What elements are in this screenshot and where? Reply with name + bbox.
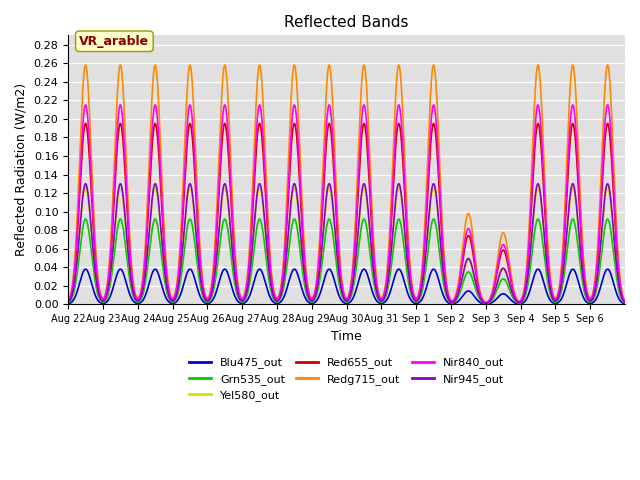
Nir840_out (380, 291, 388, 297)
Nir840_out (241, 294, 248, 300)
Nir840_out (614, 252, 621, 258)
Red655_out (64, 299, 72, 305)
Redg715_out (614, 242, 621, 248)
Blu475_out (482, 301, 490, 307)
Nir945_out (482, 300, 490, 306)
Line: Redg715_out: Redg715_out (68, 65, 625, 302)
Nir945_out (546, 286, 554, 292)
Yel580_out (621, 300, 629, 306)
Yel580_out (120, 205, 128, 211)
Nir945_out (82, 181, 90, 187)
Nir945_out (241, 297, 248, 302)
Redg715_out (64, 299, 72, 304)
Red655_out (82, 120, 90, 126)
Grn535_out (546, 291, 554, 297)
Yel580_out (82, 186, 90, 192)
Grn535_out (614, 280, 621, 286)
Blu475_out (120, 272, 128, 278)
Yel580_out (515, 300, 522, 306)
Red655_out (241, 295, 248, 300)
Blu475_out (546, 297, 554, 303)
Redg715_out (546, 271, 554, 277)
Red655_out (621, 299, 629, 305)
Nir840_out (546, 276, 554, 282)
Grn535_out (64, 300, 72, 306)
Yel580_out (241, 297, 248, 303)
Nir945_out (120, 202, 128, 207)
Line: Yel580_out: Yel580_out (68, 189, 625, 303)
Red655_out (482, 300, 490, 306)
Nir840_out (64, 299, 72, 305)
Redg715_out (120, 104, 128, 109)
Redg715_out (82, 62, 90, 68)
Blu475_out (380, 300, 388, 305)
Redg715_out (515, 298, 522, 304)
Blu475_out (64, 301, 72, 307)
Nir945_out (380, 295, 388, 301)
Grn535_out (120, 231, 128, 237)
Blu475_out (515, 301, 522, 307)
Nir840_out (120, 137, 128, 143)
Grn535_out (482, 301, 490, 307)
Redg715_out (621, 299, 629, 304)
Line: Nir945_out: Nir945_out (68, 184, 625, 303)
Nir945_out (515, 300, 522, 305)
Blu475_out (614, 293, 621, 299)
Nir840_out (482, 300, 490, 305)
Blu475_out (241, 300, 248, 306)
Y-axis label: Reflected Radiation (W/m2): Reflected Radiation (W/m2) (15, 84, 28, 256)
Nir840_out (82, 102, 90, 108)
Line: Grn535_out: Grn535_out (68, 219, 625, 304)
Red655_out (380, 292, 388, 298)
Grn535_out (241, 298, 248, 304)
Red655_out (515, 299, 522, 305)
Redg715_out (241, 292, 248, 298)
Nir840_out (621, 299, 629, 305)
Yel580_out (64, 300, 72, 306)
Title: Reflected Bands: Reflected Bands (284, 15, 409, 30)
Nir945_out (621, 300, 629, 306)
Nir945_out (64, 300, 72, 306)
Grn535_out (515, 300, 522, 306)
Nir840_out (515, 299, 522, 304)
Line: Red655_out: Red655_out (68, 123, 625, 303)
Yel580_out (546, 287, 554, 293)
Yel580_out (482, 300, 490, 306)
X-axis label: Time: Time (332, 330, 362, 343)
Line: Blu475_out: Blu475_out (68, 269, 625, 304)
Redg715_out (380, 289, 388, 295)
Grn535_out (380, 297, 388, 303)
Line: Nir840_out: Nir840_out (68, 105, 625, 302)
Blu475_out (621, 301, 629, 307)
Text: VR_arable: VR_arable (79, 35, 149, 48)
Red655_out (546, 279, 554, 285)
Red655_out (120, 152, 128, 158)
Legend: Blu475_out, Grn535_out, Yel580_out, Red655_out, Redg715_out, Nir840_out, Nir945_: Blu475_out, Grn535_out, Yel580_out, Red6… (184, 353, 509, 406)
Blu475_out (82, 266, 90, 272)
Grn535_out (621, 300, 629, 306)
Redg715_out (482, 300, 490, 305)
Red655_out (614, 257, 621, 263)
Grn535_out (82, 216, 90, 222)
Yel580_out (380, 296, 388, 301)
Nir945_out (614, 272, 621, 277)
Yel580_out (614, 273, 621, 279)
